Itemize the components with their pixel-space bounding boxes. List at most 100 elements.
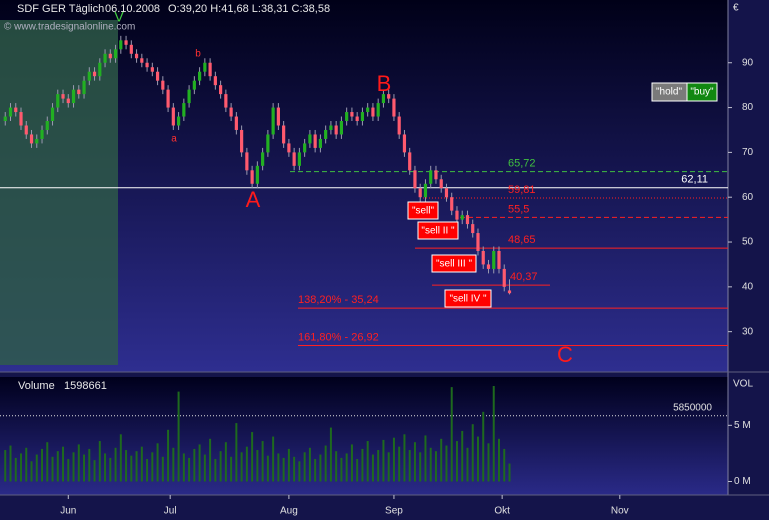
candle-body <box>481 250 485 265</box>
candle-body <box>502 268 506 287</box>
candle-body <box>355 116 359 122</box>
volume-bar <box>471 424 474 482</box>
candle-body <box>397 116 401 135</box>
candle-body <box>203 62 207 72</box>
candle-body <box>434 170 438 180</box>
y-tick-label: 5 M <box>734 420 751 431</box>
candle-body <box>229 107 233 117</box>
candle-body <box>450 197 454 211</box>
candle-body <box>24 125 28 135</box>
currency: € <box>733 3 739 14</box>
candle-body <box>255 165 259 184</box>
candle-body <box>271 107 275 135</box>
candle-body <box>234 116 238 130</box>
volume-bar <box>140 446 143 482</box>
y-tick-label: 50 <box>742 237 754 248</box>
candle-body <box>329 125 333 130</box>
candle-body <box>360 112 365 122</box>
volume-bar <box>261 441 264 482</box>
candle-body <box>455 210 459 220</box>
volume-bar <box>329 427 332 482</box>
volume-bar <box>62 446 65 482</box>
candle-body <box>392 98 396 117</box>
y-tick-label: 90 <box>742 57 754 68</box>
volume-bar <box>219 451 222 482</box>
candle-body <box>50 107 55 122</box>
volume-bar <box>466 447 469 482</box>
candle-body <box>261 152 265 166</box>
candle-body <box>208 62 212 77</box>
volume-bar <box>476 436 479 482</box>
wave-label: B <box>377 71 392 96</box>
volume-bar <box>434 451 437 482</box>
volume-bar <box>293 456 296 482</box>
candle-body <box>486 264 491 269</box>
volume-bar <box>314 459 317 482</box>
candle-body <box>497 250 501 269</box>
candle-body <box>492 250 496 269</box>
volume-bar <box>413 442 416 482</box>
volume-bar <box>340 457 343 482</box>
candle-body <box>171 107 175 126</box>
signal-box <box>431 254 477 273</box>
volume-bar <box>450 387 453 482</box>
volume-bar <box>109 457 112 482</box>
candle-body <box>150 67 154 72</box>
volume-bar <box>156 443 159 482</box>
volume-bar <box>224 442 227 482</box>
candle-body <box>182 103 186 117</box>
volume-name: Volume <box>18 380 55 392</box>
candle-body <box>371 107 375 117</box>
candle-body <box>287 143 291 153</box>
volume-bar <box>161 456 164 482</box>
volume-bar <box>455 441 458 482</box>
volume-bar <box>72 452 75 482</box>
x-tick-label: Nov <box>611 506 629 517</box>
candle-body <box>460 215 464 220</box>
candle-body <box>197 71 202 81</box>
candle-body <box>192 80 196 90</box>
volume-bar <box>98 441 101 482</box>
volume-bar <box>83 454 86 482</box>
volume-bar <box>182 453 185 482</box>
candle-body <box>29 134 34 144</box>
volume-bar <box>508 463 511 482</box>
volume-bar <box>67 459 70 482</box>
x-tick-label: Okt <box>494 506 510 517</box>
volume-bar <box>440 438 443 482</box>
candle-body <box>334 125 338 135</box>
candle-body <box>266 134 270 153</box>
volume-bar <box>356 459 359 482</box>
candle-body <box>303 143 307 153</box>
signal-label: "hold" <box>656 87 682 98</box>
y-tick-label: 30 <box>742 326 754 337</box>
level-label: 62,11 <box>681 174 708 186</box>
level-label: 48,65 <box>508 234 536 246</box>
candle-body <box>61 94 65 99</box>
candle-body <box>402 134 407 153</box>
candle-body <box>376 103 380 117</box>
candle-body <box>250 170 254 184</box>
candle-body <box>387 94 391 99</box>
volume-bar <box>30 461 33 482</box>
level-label: 161,80% - 26,92 <box>298 331 379 343</box>
volume-bar <box>35 454 38 482</box>
signal-label: "sell" <box>412 206 435 217</box>
candle-body <box>19 112 23 126</box>
x-tick-label: Aug <box>280 506 298 517</box>
volume-bar <box>135 451 138 482</box>
candle-body <box>418 188 422 198</box>
volume-bar <box>104 453 107 482</box>
price-panel <box>0 0 728 372</box>
volume-bar <box>319 454 322 482</box>
volume-bar <box>371 454 374 482</box>
volume-bar <box>230 456 233 482</box>
candle-body <box>219 85 223 95</box>
candle-body <box>98 62 102 77</box>
y-tick-label: 80 <box>742 102 754 113</box>
volume-bar <box>88 448 91 482</box>
candle-body <box>145 62 149 68</box>
volume-bar <box>324 445 327 482</box>
candle-body <box>92 71 97 77</box>
